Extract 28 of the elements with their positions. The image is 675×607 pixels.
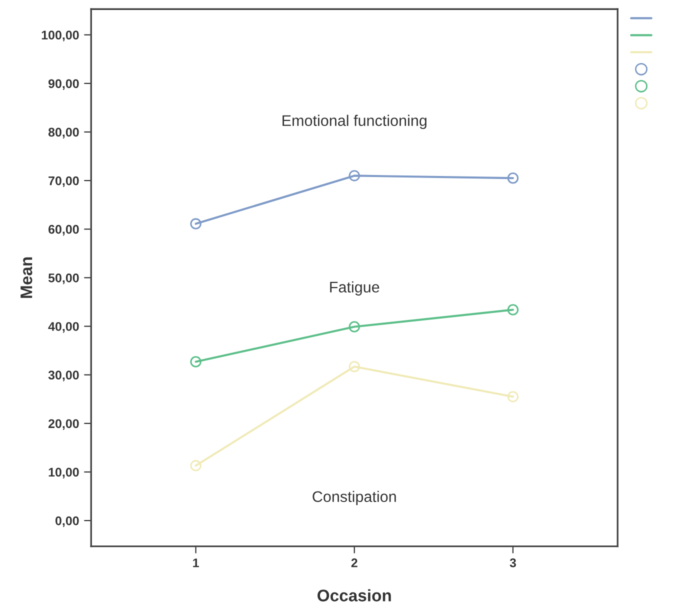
y-axis-title: Mean [20,257,32,298]
y-tick-label: 0,00 [55,516,79,528]
point [190,356,202,368]
y-tick-label: 30,00 [48,370,79,382]
point [348,321,360,332]
point [507,304,519,316]
y-tick-label: 80,00 [48,128,79,138]
point [507,391,519,402]
y-tick-label: 100,00 [42,30,79,42]
y-tick-label: 50,00 [48,274,79,284]
y-tick-label: 40,00 [48,322,79,333]
x-axis-title: Occasion [318,589,391,602]
y-tick-label: 20,00 [48,419,79,430]
annotation: Emotional functioning [282,114,426,130]
point [348,170,360,182]
point [190,218,202,230]
annotation: Fatigue [330,281,380,296]
y-tick-label: 90,00 [48,79,79,90]
x-tick-label: 1 [193,558,199,568]
x-tick-label: 3 [510,558,516,568]
y-tick-label: 10,00 [48,468,79,478]
point [348,360,360,372]
y-tick-label: 70,00 [48,176,79,188]
annotation: Constipation [312,490,396,506]
x-tick-label: 2 [351,558,358,568]
y-tick-label: 60,00 [48,224,79,236]
point [190,460,202,472]
point [507,172,519,184]
